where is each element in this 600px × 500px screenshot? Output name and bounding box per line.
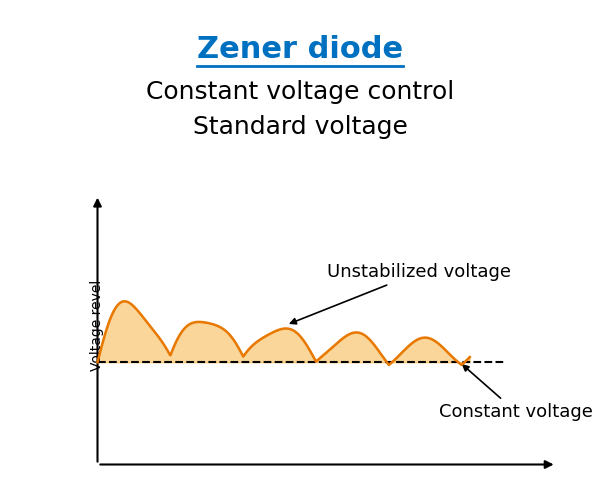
Text: Voltage revel: Voltage revel bbox=[91, 280, 104, 370]
Text: Standard voltage: Standard voltage bbox=[193, 115, 407, 139]
Text: Constant voltage control: Constant voltage control bbox=[146, 80, 454, 104]
Text: Constant voltage: Constant voltage bbox=[439, 366, 593, 421]
Text: Zener diode: Zener diode bbox=[197, 35, 403, 64]
Text: Unstabilized voltage: Unstabilized voltage bbox=[290, 264, 511, 324]
